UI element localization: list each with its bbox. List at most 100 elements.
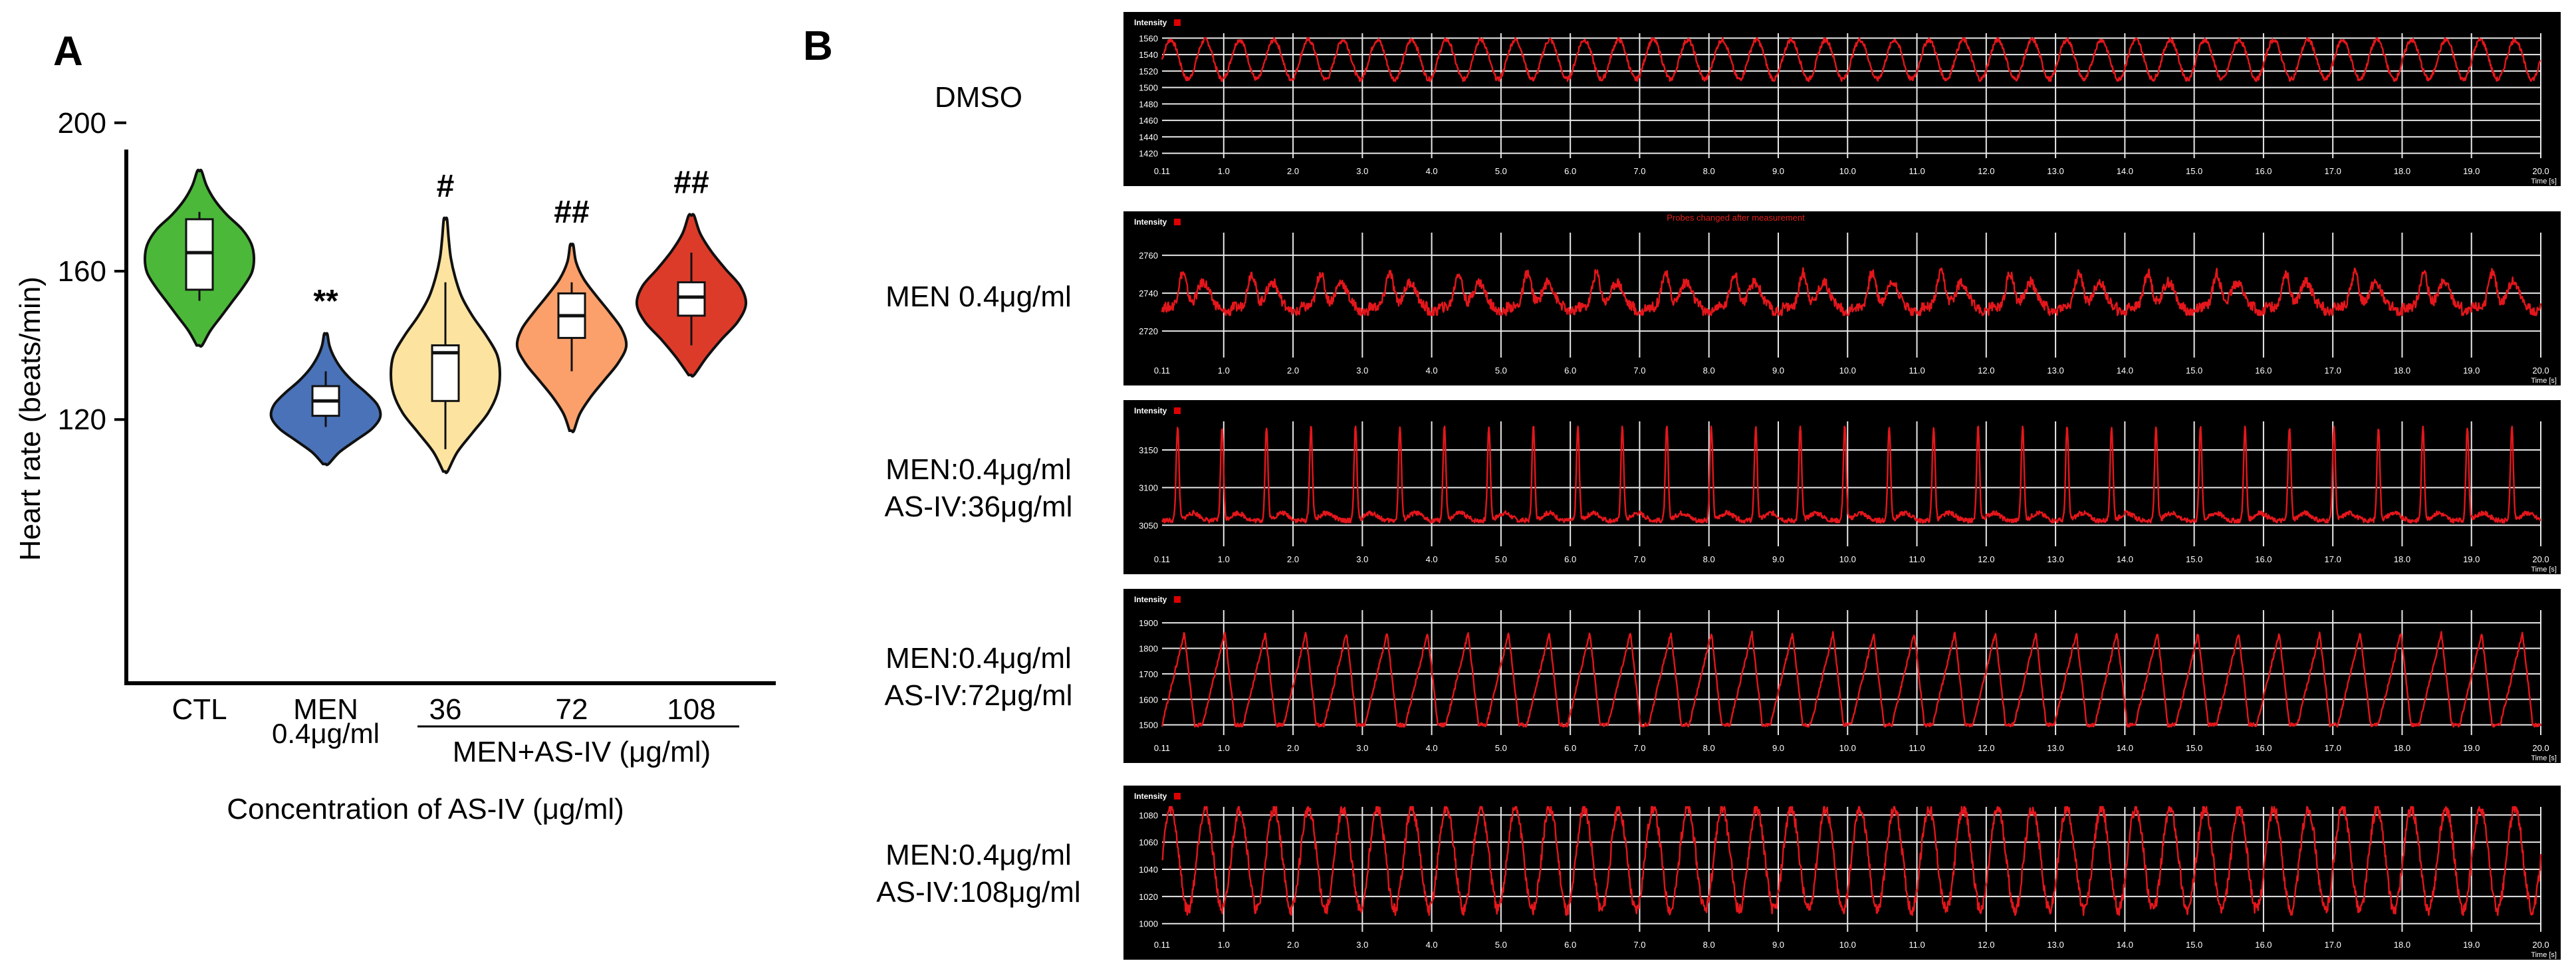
- x-tick-label: 19.0: [2463, 940, 2480, 950]
- x-tick-label: 14.0: [2117, 366, 2133, 376]
- trace-signal-line: [1161, 630, 2542, 728]
- x-tick-label: 11.0: [1909, 940, 1925, 950]
- x-tick-label: 0.11: [1154, 166, 1170, 176]
- condition-label: MEN:0.4μg/ml: [885, 642, 1072, 675]
- condition-label: AS-IV:36μg/ml: [885, 490, 1073, 523]
- x-category-label: 36: [429, 693, 462, 726]
- x-axis-title: Time [s]: [2531, 377, 2557, 385]
- x-tick-label: 11.0: [1909, 554, 1925, 564]
- channel-marker: [1174, 219, 1181, 225]
- y-tick-label: 120: [58, 403, 106, 436]
- x-tick-label: 13.0: [2047, 743, 2063, 753]
- y-tick-label: 1600: [1139, 695, 1158, 704]
- x-tick-label: 1.0: [1218, 940, 1230, 950]
- y-tick-label: 1020: [1139, 892, 1158, 902]
- x-tick-label: 19.0: [2463, 366, 2480, 376]
- x-tick-label: 1.0: [1218, 554, 1230, 564]
- x-tick-label: 2.0: [1287, 366, 1299, 376]
- channel-marker: [1174, 19, 1181, 26]
- x-tick-label: 12.0: [1978, 554, 1994, 564]
- x-tick-label: 10.0: [1839, 166, 1856, 176]
- x-tick-label: 16.0: [2255, 366, 2272, 376]
- x-tick-label: 3.0: [1356, 166, 1368, 176]
- x-tick-label: 20.0: [2532, 940, 2549, 950]
- x-tick-label: 20.0: [2532, 743, 2549, 753]
- significance-marker: ##: [554, 195, 589, 230]
- channel-marker: [1174, 407, 1181, 414]
- y-tick-label: 160: [58, 255, 106, 288]
- x-tick-label: 16.0: [2255, 554, 2272, 564]
- y-tick-label: 1440: [1139, 132, 1158, 142]
- x-tick-label: 5.0: [1495, 743, 1507, 753]
- x-tick-label: 11.0: [1909, 743, 1925, 753]
- x-tick-label: 16.0: [2255, 166, 2272, 176]
- trace-4: MEN:0.4μg/ml AS-IV:72μg/ml Intensity 0.11 1.…: [885, 589, 2561, 763]
- box: [677, 281, 706, 317]
- y-tick-label: 1560: [1139, 33, 1158, 43]
- x-tick-label: 15.0: [2186, 366, 2202, 376]
- x-tick-label: 0.11: [1154, 940, 1170, 950]
- x-tick-label: 20.0: [2532, 366, 2549, 376]
- x-tick-label: 19.0: [2463, 554, 2480, 564]
- y-tick-label: 1480: [1139, 99, 1158, 109]
- x-tick-label: 12.0: [1978, 940, 1994, 950]
- y-tick-label: 200: [58, 107, 106, 140]
- x-tick-label: 7.0: [1633, 743, 1645, 753]
- y-tick-label: 2740: [1139, 288, 1158, 298]
- trace-signal-line: [1161, 806, 2542, 917]
- x-tick-label: 15.0: [2186, 940, 2202, 950]
- x-tick-label: 18.0: [2394, 554, 2410, 564]
- x-tick-label: 6.0: [1564, 366, 1576, 376]
- y-tick-label: 1000: [1139, 919, 1158, 929]
- intensity-label: Intensity: [1134, 406, 1167, 415]
- x-tick-label: 15.0: [2186, 743, 2202, 753]
- x-tick-label: 1.0: [1218, 743, 1230, 753]
- x-axis-title: Time [s]: [2531, 566, 2557, 574]
- trace-annotation: Probes changed after measurement: [1667, 213, 1805, 223]
- condition-label: MEN 0.4μg/ml: [885, 280, 1072, 313]
- panel-label-b: B: [803, 23, 833, 69]
- x-tick-label: 19.0: [2463, 743, 2480, 753]
- y-tick-label: 1900: [1139, 618, 1158, 628]
- x-tick-label: 4.0: [1426, 743, 1438, 753]
- x-category-label: CTL: [172, 693, 227, 726]
- x-tick-label: 7.0: [1633, 166, 1645, 176]
- x-tick-label: 0.11: [1154, 366, 1170, 376]
- x-tick-label: 11.0: [1909, 366, 1925, 376]
- x-axis-title: Time [s]: [2531, 754, 2557, 762]
- x-tick-label: 12.0: [1978, 366, 1994, 376]
- x-tick-label: 2.0: [1287, 554, 1299, 564]
- intensity-label: Intensity: [1134, 18, 1167, 27]
- x-tick-label: 18.0: [2394, 166, 2410, 176]
- box: [185, 218, 214, 291]
- x-tick-label: 0.11: [1154, 554, 1170, 564]
- trace-background: [1123, 211, 2561, 385]
- x-category-sublabel: 0.4μg/ml: [272, 718, 380, 749]
- x-tick-label: 18.0: [2394, 743, 2410, 753]
- y-axis-title: Heart rate (beats/min): [14, 276, 47, 561]
- y-tick-label: 1500: [1139, 83, 1158, 93]
- trace-signal-line: [1161, 267, 2542, 316]
- x-tick-label: 5.0: [1495, 166, 1507, 176]
- condition-label: AS-IV:72μg/ml: [885, 679, 1073, 712]
- x-tick-label: 13.0: [2047, 366, 2063, 376]
- x-tick-label: 9.0: [1772, 166, 1784, 176]
- x-tick-label: 6.0: [1564, 166, 1576, 176]
- intensity-label: Intensity: [1134, 217, 1167, 227]
- trace-signal-line: [1161, 37, 2541, 82]
- x-tick-label: 17.0: [2325, 743, 2341, 753]
- x-tick-label: 6.0: [1564, 554, 1576, 564]
- trace-5: MEN:0.4μg/ml AS-IV:108μg/ml Intensity 0.11 1…: [876, 786, 2561, 960]
- x-tick-label: 10.0: [1839, 554, 1856, 564]
- trace-background: [1123, 589, 2561, 763]
- trace-1: DMSO Intensity 0.11 1.0 2.0 3.0 4.0 5.0 6.0 7.0 8.…: [935, 12, 2561, 186]
- x-axis-title: Concentration of AS-IV (μg/ml): [227, 793, 624, 825]
- x-tick-label: 13.0: [2047, 554, 2063, 564]
- x-tick-label: 7.0: [1633, 366, 1645, 376]
- x-tick-label: 9.0: [1772, 554, 1784, 564]
- y-tick-label: 1800: [1139, 644, 1158, 654]
- channel-marker: [1174, 596, 1181, 603]
- x-tick-label: 2.0: [1287, 940, 1299, 950]
